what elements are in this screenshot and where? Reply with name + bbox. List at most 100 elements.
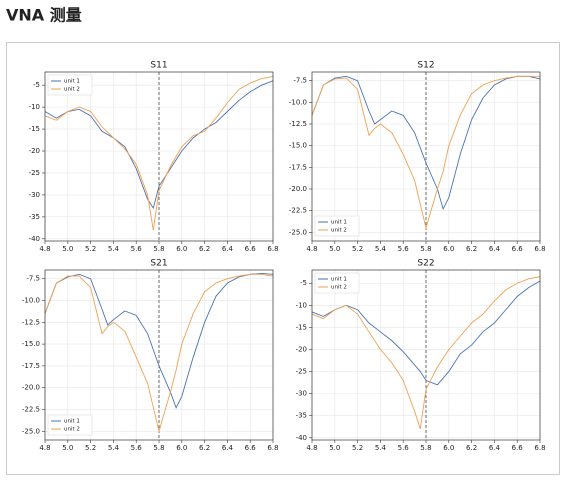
y-tick-label: -5 bbox=[33, 81, 40, 89]
x-tick-label: 4.8 bbox=[39, 444, 50, 452]
legend-box bbox=[314, 215, 360, 237]
series-line bbox=[44, 273, 274, 409]
y-tick-label: -25.0 bbox=[22, 427, 40, 435]
y-tick-label: -12.5 bbox=[289, 120, 307, 128]
page-title: VNA 测量 bbox=[6, 6, 82, 25]
legend-label: unit 1 bbox=[331, 220, 347, 226]
y-tick-label: -7.5 bbox=[26, 275, 40, 283]
x-tick-label: 5.4 bbox=[108, 444, 120, 452]
plot-frame bbox=[44, 269, 274, 441]
chart-title: S12 bbox=[417, 61, 434, 71]
y-tick-label: -25 bbox=[29, 169, 40, 177]
y-tick-label: -22.5 bbox=[22, 405, 40, 413]
x-tick-label: 6.8 bbox=[534, 444, 545, 452]
x-tick-label: 6.4 bbox=[489, 245, 501, 253]
series-line bbox=[311, 75, 540, 230]
x-tick-label: 5.4 bbox=[375, 444, 387, 452]
x-tick-label: 6.8 bbox=[534, 245, 545, 253]
x-tick-label: 6.2 bbox=[466, 245, 477, 253]
x-tick-label: 6.4 bbox=[222, 245, 234, 253]
x-tick-label: 5.6 bbox=[131, 245, 143, 253]
y-tick-label: -17.5 bbox=[289, 163, 307, 171]
x-tick-label: 6.2 bbox=[199, 245, 210, 253]
x-tick-label: 5.8 bbox=[420, 444, 431, 452]
y-tick-label: -20.0 bbox=[289, 185, 307, 193]
x-tick-label: 5.8 bbox=[153, 245, 164, 253]
frame bbox=[6, 42, 560, 475]
x-tick-label: 6.6 bbox=[245, 444, 257, 452]
chart-title: S21 bbox=[150, 259, 167, 269]
y-tick-label: -22.5 bbox=[289, 207, 307, 215]
y-tick-label: -15 bbox=[29, 125, 40, 133]
series-line bbox=[311, 280, 541, 386]
y-tick-label: -25.0 bbox=[289, 228, 307, 236]
y-tick-label: -7.5 bbox=[293, 77, 307, 85]
legend-label: unit 1 bbox=[64, 79, 80, 85]
legend-label: unit 2 bbox=[331, 285, 347, 291]
y-tick-label: -40 bbox=[296, 434, 307, 442]
x-tick-label: 5.8 bbox=[153, 444, 164, 452]
y-tick-label: -35 bbox=[29, 213, 40, 221]
series-line bbox=[44, 75, 274, 231]
series-line bbox=[44, 273, 274, 434]
x-tick-label: 5.4 bbox=[108, 245, 120, 253]
x-tick-label: 5.2 bbox=[352, 444, 363, 452]
x-tick-label: 6.4 bbox=[222, 444, 234, 452]
y-tick-label: -10.0 bbox=[289, 98, 307, 106]
x-tick-label: 6.6 bbox=[512, 444, 524, 452]
y-tick-label: -30 bbox=[296, 390, 307, 398]
series-line bbox=[44, 80, 274, 210]
plot-frame bbox=[311, 269, 541, 441]
series-line bbox=[311, 75, 541, 211]
chart-title: S22 bbox=[417, 259, 434, 269]
legend-label: unit 2 bbox=[64, 427, 80, 433]
legend-box bbox=[314, 272, 360, 294]
x-tick-label: 4.8 bbox=[39, 245, 50, 253]
x-tick-label: 6.8 bbox=[267, 444, 278, 452]
plot-frame bbox=[311, 71, 541, 242]
legend-label: unit 2 bbox=[331, 228, 347, 234]
y-tick-label: -15.0 bbox=[22, 340, 40, 348]
x-tick-label: 5.2 bbox=[85, 444, 96, 452]
legend-box bbox=[47, 414, 93, 436]
y-tick-label: -5 bbox=[300, 279, 307, 287]
x-tick-label: 6.2 bbox=[199, 444, 210, 452]
x-tick-label: 6.4 bbox=[489, 444, 501, 452]
x-tick-label: 5.6 bbox=[398, 444, 410, 452]
y-tick-label: -12.5 bbox=[22, 318, 40, 326]
x-tick-label: 4.8 bbox=[306, 444, 317, 452]
legend-label: unit 2 bbox=[64, 87, 80, 93]
legend-label: unit 1 bbox=[331, 277, 347, 283]
plot-frame bbox=[44, 71, 274, 242]
x-tick-label: 5.0 bbox=[62, 444, 73, 452]
x-tick-label: 6.6 bbox=[512, 245, 524, 253]
x-tick-label: 6.0 bbox=[443, 245, 454, 253]
x-tick-label: 5.0 bbox=[329, 245, 340, 253]
x-tick-label: 5.4 bbox=[375, 245, 387, 253]
y-tick-label: -10.0 bbox=[22, 297, 40, 305]
y-tick-label: -15.0 bbox=[289, 142, 307, 150]
y-tick-label: -15 bbox=[296, 323, 307, 331]
legend-box bbox=[47, 74, 93, 96]
x-tick-label: 5.2 bbox=[85, 245, 96, 253]
y-tick-label: -17.5 bbox=[22, 362, 40, 370]
y-tick-label: -10 bbox=[29, 103, 40, 111]
y-tick-label: -25 bbox=[296, 368, 307, 376]
chart-title: S11 bbox=[150, 61, 167, 71]
x-tick-label: 5.6 bbox=[131, 444, 143, 452]
y-tick-label: -30 bbox=[29, 191, 40, 199]
x-tick-label: 6.6 bbox=[245, 245, 257, 253]
x-tick-label: 5.0 bbox=[329, 444, 340, 452]
x-tick-label: 5.8 bbox=[420, 245, 431, 253]
x-tick-label: 6.2 bbox=[466, 444, 477, 452]
series-line bbox=[311, 276, 541, 430]
x-tick-label: 6.8 bbox=[267, 245, 278, 253]
legend-label: unit 1 bbox=[64, 419, 80, 425]
y-tick-label: -20.0 bbox=[22, 384, 40, 392]
x-tick-label: 6.0 bbox=[176, 245, 187, 253]
x-tick-label: 5.6 bbox=[398, 245, 410, 253]
x-tick-label: 5.2 bbox=[352, 245, 363, 253]
y-tick-label: -10 bbox=[296, 301, 307, 309]
